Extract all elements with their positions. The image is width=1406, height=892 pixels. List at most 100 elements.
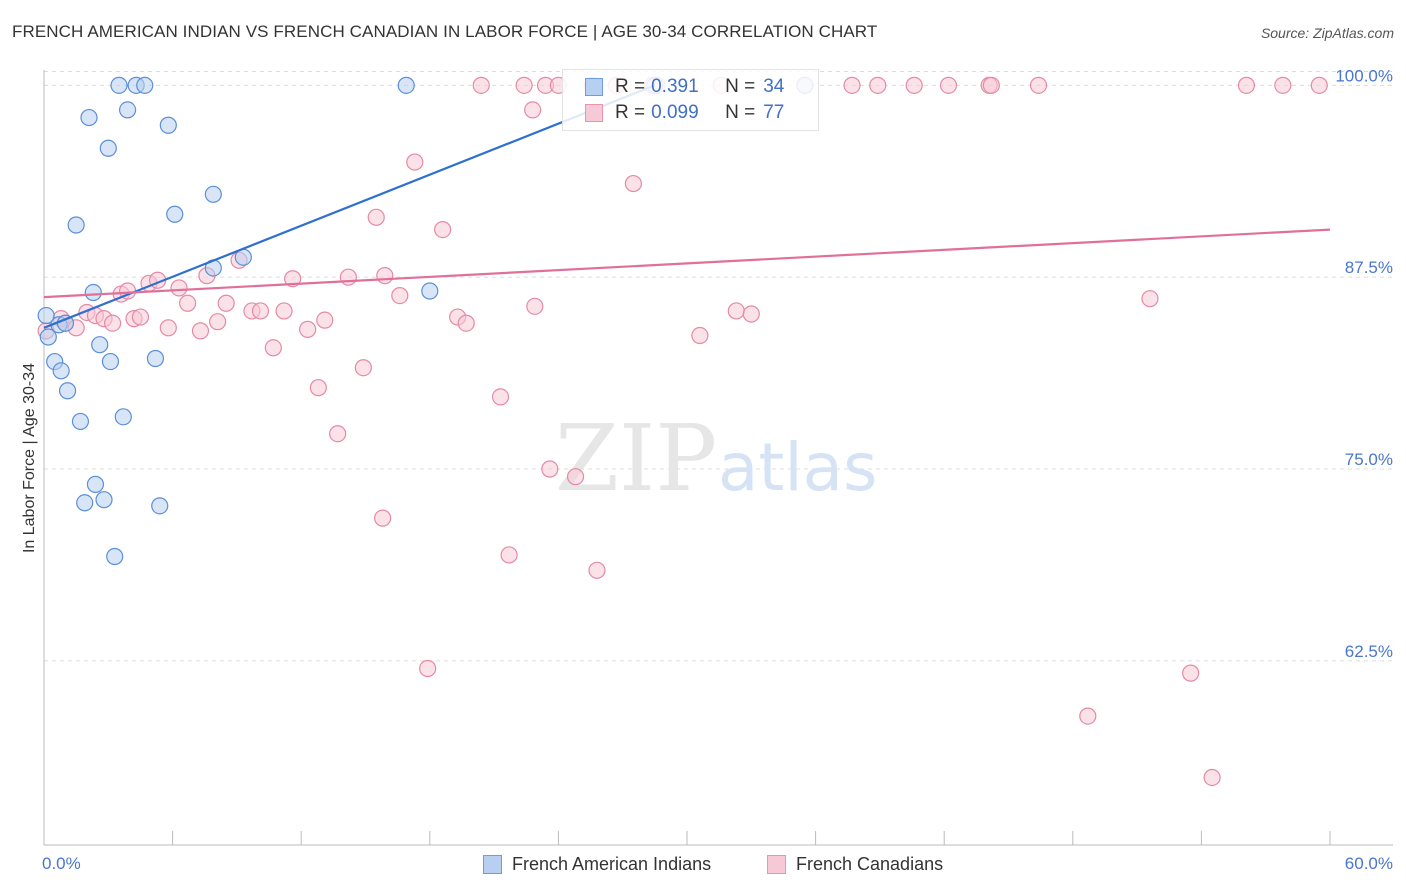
y-tick-labels: 62.5% 75.0% 87.5% 100.0% — [1335, 66, 1393, 660]
series-label-french-american-indians: French American Indians — [512, 853, 712, 874]
legend-r-label: R = — [615, 76, 646, 97]
y-tick-label: 62.5% — [1345, 642, 1393, 661]
data-point — [939, 76, 958, 94]
data-point — [982, 76, 1000, 94]
data-point — [354, 359, 372, 377]
axes — [43, 70, 1393, 846]
legend-r-value: 0.099 — [651, 102, 699, 123]
legend-row-french-american-indians: R = 0.391 N = 34 — [585, 75, 784, 99]
data-point — [284, 270, 302, 288]
watermark: ZIP atlas — [555, 405, 878, 512]
data-point — [71, 412, 90, 431]
data-point — [1182, 664, 1200, 682]
series-label-french-canadians: French Canadians — [796, 853, 944, 874]
data-point — [170, 279, 188, 297]
stats-legend: R = 0.391 N = 34 R = 0.099 N = 77 — [562, 69, 819, 131]
data-point — [905, 76, 923, 94]
data-point — [101, 352, 120, 371]
series-0-points — [37, 76, 814, 566]
data-point — [191, 322, 210, 340]
data-point — [624, 174, 643, 193]
data-point — [869, 76, 887, 94]
legend-n-value: 77 — [763, 102, 785, 123]
data-point — [118, 101, 137, 119]
data-point — [80, 108, 98, 127]
data-point — [397, 76, 415, 94]
y-tick-label: 75.0% — [1345, 450, 1393, 469]
data-point — [515, 76, 533, 94]
data-point — [95, 491, 113, 509]
data-point — [524, 101, 542, 119]
trend-line-1 — [43, 228, 1331, 299]
legend-swatch-pink — [585, 104, 603, 122]
data-point — [146, 349, 165, 368]
data-point — [166, 205, 184, 223]
series-legend-pink: French Canadians — [767, 852, 943, 876]
y-tick-label: 100.0% — [1335, 66, 1393, 85]
data-point — [566, 468, 585, 486]
legend-n-value: 34 — [763, 76, 785, 97]
data-point — [843, 76, 861, 94]
data-point — [84, 283, 102, 302]
data-point — [106, 547, 124, 566]
source-credit: Source: ZipAtlas.com — [1260, 25, 1394, 41]
data-point — [727, 302, 745, 320]
data-point — [316, 311, 334, 329]
data-point — [472, 76, 490, 94]
data-point — [376, 267, 394, 285]
data-point — [251, 302, 270, 320]
gridlines — [44, 71, 1393, 662]
data-point — [217, 294, 235, 312]
data-point — [204, 185, 222, 203]
data-point — [329, 425, 347, 443]
data-point — [541, 460, 559, 478]
data-point — [209, 313, 227, 331]
series-swatch-pink — [767, 854, 786, 874]
data-point — [114, 408, 132, 426]
trend-lines — [43, 84, 1331, 329]
data-point — [86, 475, 105, 493]
chart-title: FRENCH AMERICAN INDIAN VS FRENCH CANADIA… — [12, 22, 878, 41]
data-point — [1274, 76, 1292, 94]
x-tick-max: 60.0% — [1345, 854, 1393, 873]
data-point — [39, 328, 57, 346]
data-point — [159, 116, 177, 134]
data-point — [526, 297, 544, 315]
data-point — [52, 362, 70, 380]
data-point — [264, 339, 282, 357]
legend-n-label: N = — [725, 102, 756, 123]
data-point — [110, 76, 128, 94]
data-point — [421, 282, 439, 300]
data-point — [1310, 76, 1328, 94]
data-point — [179, 294, 197, 312]
data-point — [691, 326, 709, 345]
data-point — [391, 286, 409, 305]
series-swatch-blue — [483, 854, 502, 874]
data-point — [159, 319, 177, 337]
data-point — [37, 306, 55, 325]
data-point — [67, 216, 85, 234]
y-axis-label: In Labor Force | Age 30-34 — [21, 363, 38, 553]
data-point — [457, 314, 475, 332]
data-point — [1203, 768, 1221, 787]
data-point — [339, 268, 357, 286]
legend-row-french-canadians: R = 0.099 N = 77 — [585, 101, 784, 125]
data-point — [367, 208, 385, 226]
data-point — [103, 314, 122, 332]
data-point — [406, 153, 424, 171]
data-point — [1141, 290, 1159, 308]
data-point — [588, 561, 606, 579]
series-legend-blue: French American Indians — [483, 852, 711, 876]
legend-r-label: R = — [615, 102, 646, 123]
data-point — [76, 494, 94, 512]
legend-n-label: N = — [725, 76, 756, 97]
data-point — [1029, 76, 1048, 94]
data-point — [500, 546, 518, 564]
data-point — [136, 76, 154, 94]
data-point — [419, 659, 437, 678]
data-point — [309, 379, 327, 397]
legend-swatch-blue — [585, 78, 603, 96]
data-point — [99, 139, 117, 157]
data-point — [434, 221, 452, 239]
data-point — [58, 382, 77, 400]
